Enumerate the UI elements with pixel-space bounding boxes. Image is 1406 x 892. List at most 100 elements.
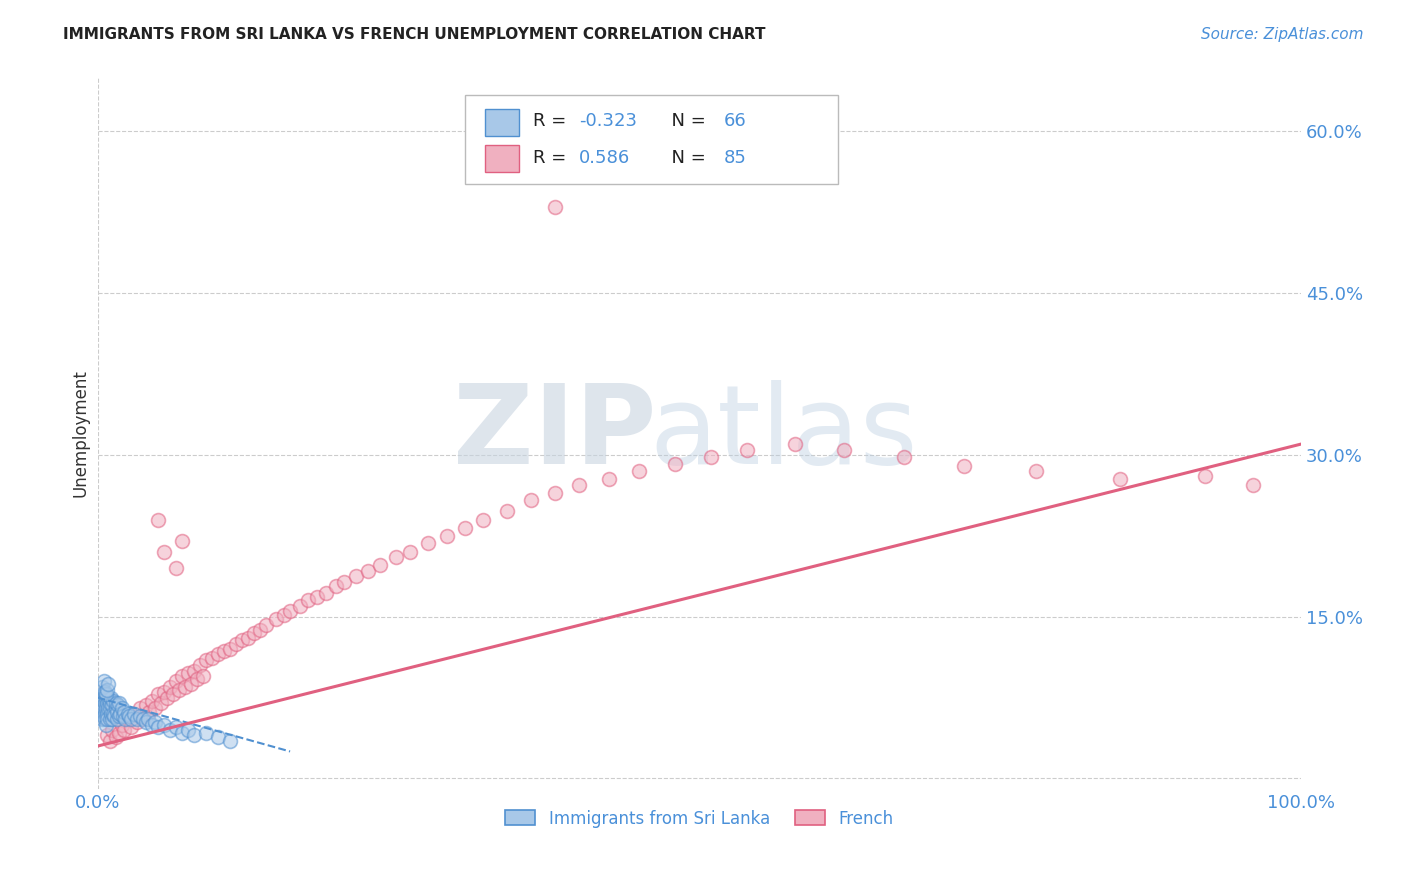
Point bbox=[152, 685, 174, 699]
Point bbox=[162, 687, 184, 701]
Point bbox=[91, 696, 114, 710]
Text: R =: R = bbox=[533, 112, 572, 130]
Point bbox=[101, 723, 124, 737]
Point bbox=[150, 696, 173, 710]
Point bbox=[97, 676, 120, 690]
Text: Source: ZipAtlas.com: Source: ZipAtlas.com bbox=[1201, 27, 1364, 42]
Point bbox=[1194, 469, 1216, 483]
Y-axis label: Unemployment: Unemployment bbox=[72, 369, 89, 497]
Point bbox=[194, 653, 217, 667]
Point bbox=[785, 437, 807, 451]
Point bbox=[159, 680, 181, 694]
Point bbox=[91, 680, 114, 694]
Point bbox=[111, 701, 134, 715]
Point bbox=[127, 712, 149, 726]
Point bbox=[471, 513, 494, 527]
Point bbox=[278, 604, 301, 618]
Point bbox=[100, 690, 122, 705]
Point bbox=[141, 694, 163, 708]
Point bbox=[207, 648, 229, 662]
Point bbox=[120, 712, 142, 726]
Text: -0.323: -0.323 bbox=[579, 112, 637, 130]
Point bbox=[288, 599, 311, 613]
Point bbox=[107, 698, 129, 712]
Point bbox=[183, 728, 205, 742]
Text: 66: 66 bbox=[723, 112, 747, 130]
Point bbox=[93, 701, 115, 715]
Text: R =: R = bbox=[533, 149, 578, 167]
Point bbox=[132, 709, 155, 723]
Point bbox=[344, 568, 367, 582]
Point bbox=[128, 701, 150, 715]
Point bbox=[96, 712, 118, 726]
Text: N =: N = bbox=[659, 112, 711, 130]
Point bbox=[544, 485, 567, 500]
Point bbox=[98, 733, 121, 747]
Point bbox=[101, 712, 124, 726]
Point bbox=[598, 472, 620, 486]
Point bbox=[108, 696, 131, 710]
Point bbox=[117, 712, 139, 726]
Text: atlas: atlas bbox=[650, 380, 918, 487]
Point bbox=[561, 168, 583, 182]
Point bbox=[1109, 472, 1132, 486]
Point bbox=[96, 683, 118, 698]
Point bbox=[212, 644, 235, 658]
Point bbox=[103, 709, 125, 723]
Point bbox=[1241, 478, 1264, 492]
Point bbox=[273, 607, 295, 622]
Point bbox=[370, 558, 392, 572]
Point bbox=[236, 632, 259, 646]
Point bbox=[94, 717, 117, 731]
Point bbox=[143, 715, 166, 730]
Point bbox=[93, 685, 115, 699]
Point bbox=[183, 664, 205, 678]
Point bbox=[94, 712, 117, 726]
Point bbox=[112, 705, 135, 719]
Point bbox=[105, 705, 128, 719]
Point bbox=[170, 726, 193, 740]
Point bbox=[108, 709, 131, 723]
Point bbox=[664, 457, 686, 471]
Point bbox=[156, 690, 179, 705]
Point bbox=[94, 701, 117, 715]
Point bbox=[97, 701, 120, 715]
Point bbox=[100, 706, 122, 721]
Point bbox=[103, 694, 125, 708]
Point bbox=[832, 442, 855, 457]
Point bbox=[297, 593, 319, 607]
Point bbox=[152, 717, 174, 731]
Point bbox=[165, 561, 187, 575]
Point bbox=[152, 545, 174, 559]
Point bbox=[135, 715, 157, 730]
Point bbox=[105, 712, 128, 726]
Point bbox=[143, 701, 166, 715]
Text: IMMIGRANTS FROM SRI LANKA VS FRENCH UNEMPLOYMENT CORRELATION CHART: IMMIGRANTS FROM SRI LANKA VS FRENCH UNEM… bbox=[63, 27, 766, 42]
Point bbox=[110, 706, 132, 721]
Point bbox=[520, 493, 543, 508]
Point bbox=[97, 690, 120, 705]
Text: 0.586: 0.586 bbox=[579, 149, 630, 167]
Point bbox=[98, 696, 121, 710]
Point bbox=[108, 726, 131, 740]
Point bbox=[94, 706, 117, 721]
Point bbox=[101, 698, 124, 712]
Point bbox=[146, 720, 169, 734]
Text: N =: N = bbox=[659, 149, 711, 167]
Point bbox=[96, 706, 118, 721]
Point bbox=[138, 705, 160, 719]
Point bbox=[315, 586, 337, 600]
Legend: Immigrants from Sri Lanka, French: Immigrants from Sri Lanka, French bbox=[499, 803, 900, 834]
Point bbox=[1025, 464, 1047, 478]
Point bbox=[146, 513, 169, 527]
Point bbox=[568, 478, 591, 492]
Point bbox=[249, 623, 271, 637]
Point bbox=[325, 579, 347, 593]
Point bbox=[194, 726, 217, 740]
Point bbox=[141, 717, 163, 731]
Point bbox=[243, 625, 266, 640]
Point bbox=[93, 674, 115, 689]
Point bbox=[96, 696, 118, 710]
Text: ZIP: ZIP bbox=[453, 380, 657, 487]
Point bbox=[91, 712, 114, 726]
